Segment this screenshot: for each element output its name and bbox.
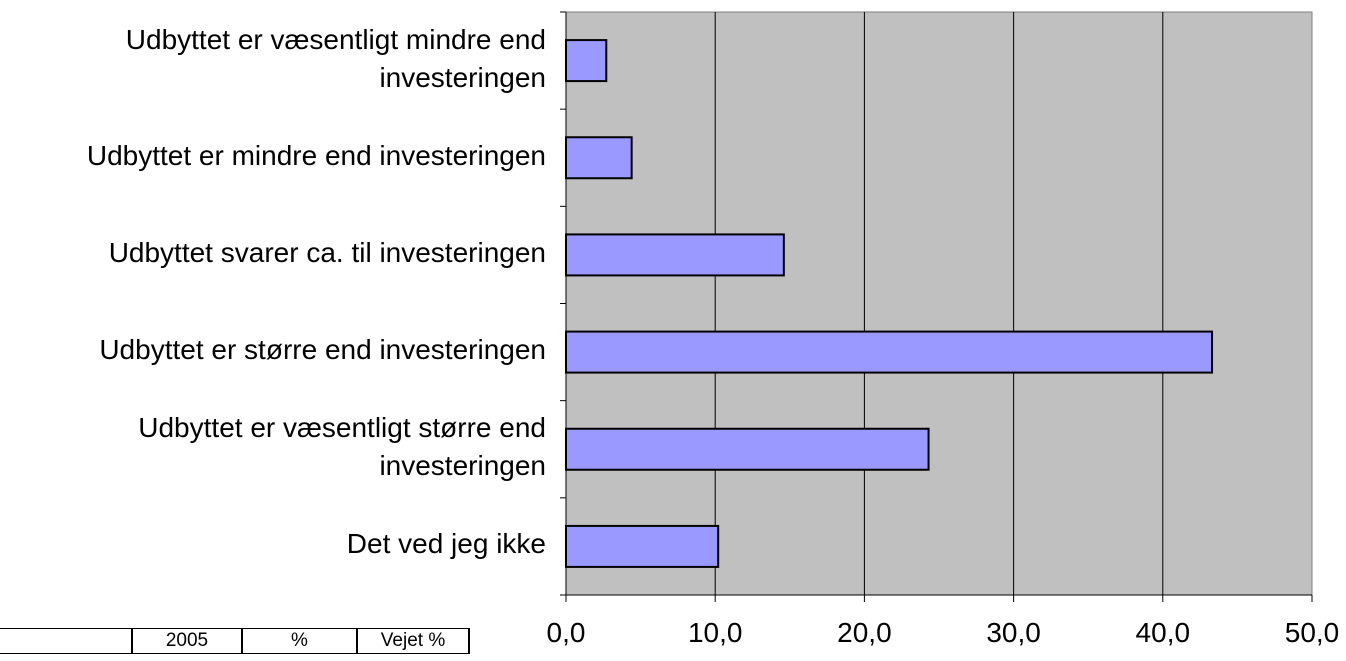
bar (565, 330, 1214, 374)
category-label: Udbyttet er mindre end investeringen (86, 139, 546, 171)
category-label: Udbyttet er væsentligt større end invest… (138, 412, 546, 482)
value-axis-tick-label: 50,0 (1285, 617, 1340, 648)
data-table-header-strip: 2005 % Vejet % (0, 628, 470, 654)
bar (565, 39, 608, 83)
value-axis-tick-label: 40,0 (1136, 617, 1191, 648)
bar (565, 233, 785, 277)
table-header-weighted-percent: Vejet % (358, 629, 470, 653)
category-label: Udbyttet er større end investeringen (99, 334, 546, 366)
bar (565, 136, 633, 180)
bar (565, 427, 930, 471)
value-axis-tick-label: 20,0 (837, 617, 892, 648)
value-axis-tick-label: 0,0 (547, 617, 586, 648)
plot-area (565, 11, 1313, 596)
value-axis-tick-label: 30,0 (986, 617, 1041, 648)
category-label: Udbyttet er væsentligt mindre end invest… (125, 23, 546, 93)
table-header-blank (0, 629, 133, 653)
category-label: Udbyttet svarer ca. til investeringen (108, 236, 546, 268)
category-label: Det ved jeg ikke (346, 528, 546, 560)
table-header-year: 2005 (133, 629, 243, 653)
bar (565, 524, 720, 568)
value-axis-tick-label: 10,0 (688, 617, 743, 648)
table-header-percent: % (243, 629, 358, 653)
